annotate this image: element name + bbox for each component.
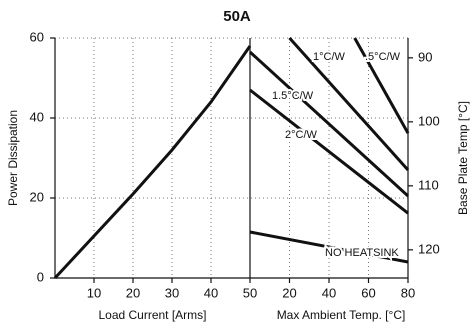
x-tick-label: 30 <box>165 285 179 300</box>
y-tick-label: 60 <box>30 29 44 44</box>
x-tick-label: 60 <box>361 285 375 300</box>
chart-title: 50A <box>223 8 251 25</box>
y2-tick-label: 120 <box>418 241 440 256</box>
series-label: NO HEATSINK <box>325 247 399 259</box>
series-line <box>249 88 409 215</box>
series-label: 1°C/W <box>313 51 346 63</box>
y-tick-label: 0 <box>37 269 44 284</box>
y2-tick-label: 90 <box>418 49 432 64</box>
x-tick-label: 40 <box>204 285 218 300</box>
y-tick-label: 40 <box>30 109 44 124</box>
x-tick-label: 20 <box>282 285 296 300</box>
series-line <box>249 230 409 264</box>
series-label: 2°C/W <box>285 129 318 141</box>
series-line <box>353 37 410 134</box>
y2-tick-label: 100 <box>418 113 440 128</box>
y2-tick-label: 110 <box>418 177 439 192</box>
y-axis-label: Power Dissipation <box>6 110 20 206</box>
x-tick-label: 80 <box>401 285 415 300</box>
series-label: .5°C/W <box>365 51 401 63</box>
series-line <box>53 45 252 280</box>
x-tick-label: 20 <box>126 285 140 300</box>
series-line <box>248 50 410 198</box>
x-axis-label: Max Ambient Temp. [°C] <box>277 308 406 322</box>
series-line <box>288 36 410 172</box>
x-axis-label: Load Current [Arms] <box>98 308 206 322</box>
x-tick-label: 50 <box>243 285 257 300</box>
x-tick-label: 10 <box>87 285 101 300</box>
series-label: 1.5°C/W <box>272 90 314 102</box>
y2-axis-label: Base Plate Temp [°C] <box>456 101 470 215</box>
x-tick-label: 40 <box>322 285 336 300</box>
plot-frame <box>54 38 409 279</box>
y-tick-label: 20 <box>30 189 44 204</box>
